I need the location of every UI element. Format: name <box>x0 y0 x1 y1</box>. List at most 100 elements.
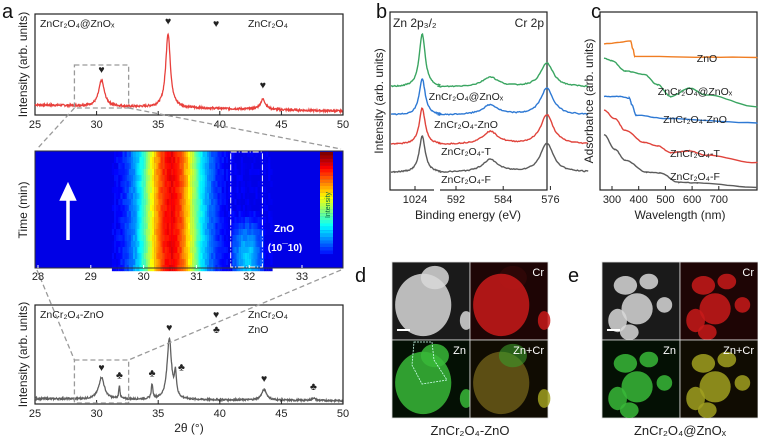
heatmap-cell <box>245 175 248 182</box>
heatmap-cell <box>168 241 172 248</box>
heatmap-cell <box>196 259 199 266</box>
heatmap-cell <box>238 175 241 182</box>
heatmap-cell <box>209 241 212 248</box>
heatmap-cell <box>238 169 241 176</box>
series-label: ZnCr₂O₄-F <box>441 174 491 186</box>
heatmap-cell <box>137 253 140 260</box>
heatmap-cell <box>270 163 273 170</box>
heatmap-cell <box>270 259 273 266</box>
heatmap-cell <box>118 169 121 176</box>
heatmap-cell <box>230 199 233 206</box>
heatmap-cell <box>137 157 140 164</box>
heatmap-cell <box>145 241 148 248</box>
heatmap-cell <box>238 181 241 188</box>
heatmap-cells <box>111 151 273 272</box>
heatmap-cell <box>221 217 224 224</box>
heatmap-cell <box>145 253 148 260</box>
heatmap-cell <box>156 253 159 260</box>
heatmap-cell <box>245 169 248 176</box>
uvvis-curve <box>603 95 758 124</box>
heatmap-cell <box>147 253 151 260</box>
heatmap-cell <box>190 193 193 200</box>
heatmap-cell <box>116 211 119 218</box>
heatmap-cell <box>192 253 195 260</box>
heatmap-cell <box>147 181 151 188</box>
heatmap-cell <box>111 223 115 230</box>
heatmap-cell <box>251 163 254 170</box>
heatmap-cell <box>179 229 182 236</box>
heatmap-cell <box>209 253 212 260</box>
sample-label: ZnCr₂O₄-ZnO <box>40 309 104 321</box>
heatmap-cell <box>200 217 203 224</box>
heatmap-cell <box>114 205 117 212</box>
heatmap-cell <box>213 193 216 200</box>
heatmap-cell <box>270 151 273 158</box>
heatmap-cell <box>268 175 271 182</box>
heatmap-cell <box>261 253 265 260</box>
heatmap-cell <box>238 157 241 164</box>
heatmap-cell <box>149 199 153 206</box>
heatmap-cell <box>137 169 140 176</box>
heatmap-cell <box>198 223 201 230</box>
heatmap-cell <box>242 163 246 170</box>
x-tick-label: 40 <box>214 408 226 420</box>
heatmap-cell <box>264 193 267 200</box>
heatmap-cell <box>219 199 222 206</box>
heatmap-cell <box>160 253 163 260</box>
heatmap-cell <box>194 199 197 206</box>
heatmap-cell <box>213 235 216 242</box>
heatmap-cell <box>247 193 250 200</box>
heatmap-cell <box>236 163 239 170</box>
heatmap-cell <box>232 253 235 260</box>
heatmap-cell <box>139 211 142 218</box>
heatmap-cell <box>175 175 178 182</box>
heatmap-cell <box>111 235 115 242</box>
heatmap-cell <box>149 241 153 248</box>
heatmap-cell <box>145 157 148 164</box>
heatmap-cell <box>266 247 269 254</box>
tile-label: Cr <box>742 267 754 279</box>
heatmap-cell <box>266 175 269 182</box>
heatmap-cell <box>114 247 117 254</box>
heatmap-cell <box>242 151 246 158</box>
particle <box>395 351 452 415</box>
heatmap-cell <box>228 157 231 164</box>
heatmap-cell <box>120 259 123 266</box>
heatmap-cell <box>173 211 176 218</box>
heatmap-cell <box>245 163 248 170</box>
heatmap-cell <box>259 187 263 194</box>
heatmap-cell <box>116 229 119 236</box>
uvvis-curve <box>603 109 758 164</box>
heatmap-cell <box>261 259 265 266</box>
heatmap-cell <box>249 175 252 182</box>
heatmap-cell <box>211 247 214 254</box>
heatmap-cell <box>198 175 201 182</box>
heatmap-cell <box>236 253 239 260</box>
heatmap-cell <box>143 193 146 200</box>
xps-curve <box>391 78 589 116</box>
heatmap-cell <box>128 229 132 236</box>
heatmap-cell <box>217 205 220 212</box>
heatmap-cell <box>221 181 224 188</box>
heatmap-cell <box>230 181 233 188</box>
heatmap-cell <box>240 193 244 200</box>
particle <box>656 375 673 391</box>
heatmap-cell <box>156 247 159 254</box>
particle <box>537 311 551 330</box>
heatmap-cell <box>185 175 189 182</box>
heatmap-cell <box>130 247 134 254</box>
heatmap-cell <box>139 193 142 200</box>
heatmap-cell <box>156 229 159 236</box>
heatmap-cell <box>118 187 121 194</box>
heatmap-cell <box>162 247 165 254</box>
heatmap-cell <box>124 193 127 200</box>
heatmap-cell <box>177 205 180 212</box>
heatmap-cell <box>236 229 239 236</box>
heatmap-cell <box>171 205 174 212</box>
heatmap-cell <box>238 241 241 248</box>
heatmap-cell <box>223 235 227 242</box>
heatmap-cell <box>164 205 167 212</box>
heatmap-cell <box>253 253 256 260</box>
heatmap-cell <box>253 151 256 158</box>
heatmap-cell <box>145 247 148 254</box>
